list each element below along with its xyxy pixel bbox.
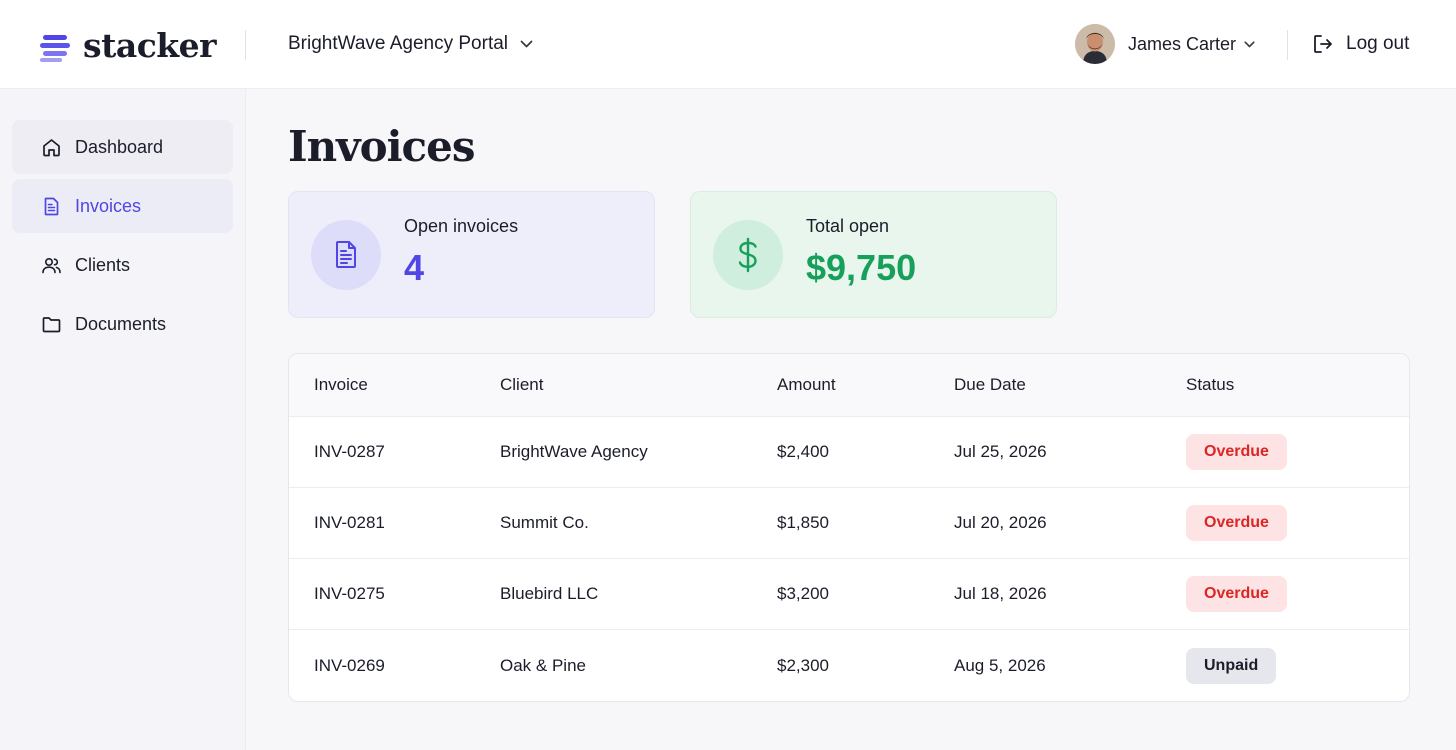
invoice-number: INV-0269 [314, 655, 385, 675]
avatar [1075, 24, 1115, 64]
client-name: Summit Co. [500, 513, 589, 532]
client-name: BrightWave Agency [500, 442, 648, 461]
due-date: Jul 25, 2026 [954, 442, 1047, 461]
invoice-number: INV-0287 [314, 442, 385, 461]
sidebar-item-invoices[interactable]: Invoices [12, 179, 233, 233]
brand-logo[interactable]: stacker [40, 26, 217, 65]
stat-value: $9,750 [806, 247, 917, 288]
status-badge: Overdue [1186, 434, 1287, 470]
due-date: Aug 5, 2026 [954, 655, 1046, 675]
column-header[interactable]: Status [1186, 375, 1235, 394]
portal-name: BrightWave Agency Portal [288, 33, 509, 54]
chevron-down-icon [520, 40, 533, 48]
status-badge: Overdue [1186, 505, 1287, 541]
status-badge: Overdue [1186, 576, 1287, 612]
sidebar-item-documents[interactable]: Documents [12, 297, 233, 351]
table-row[interactable]: INV-0275 Bluebird LLC $3,200 Jul 18, 202… [289, 559, 1409, 630]
invoice-amount: $1,850 [777, 513, 829, 532]
status-badge: Unpaid [1186, 647, 1277, 684]
logout-icon [1314, 35, 1332, 53]
stat-label: Open invoices [404, 216, 519, 236]
sidebar-item-dashboard[interactable]: Dashboard [12, 120, 233, 174]
dollar-icon [713, 219, 783, 290]
stat-value: 4 [404, 247, 425, 288]
due-date: Jul 20, 2026 [954, 513, 1047, 532]
user-menu[interactable]: James Carter [1075, 24, 1255, 64]
invoice-amount: $2,300 [777, 655, 829, 675]
sidebar-item-label: Invoices [75, 195, 142, 216]
invoice-amount: $3,200 [777, 584, 829, 603]
due-date: Jul 18, 2026 [954, 584, 1047, 603]
table-header: Invoice Client Amount Due Date Status [289, 354, 1409, 417]
column-header[interactable]: Client [500, 375, 544, 394]
invoice-number: INV-0275 [314, 584, 385, 603]
table-row[interactable]: INV-0281 Summit Co. $1,850 Jul 20, 2026 … [289, 488, 1409, 559]
sidebar-item-label: Documents [75, 313, 167, 334]
user-name: James Carter [1128, 33, 1237, 54]
invoices-table: Invoice Client Amount Due Date Status IN… [288, 353, 1410, 702]
header-divider [1287, 30, 1288, 60]
invoice-number: INV-0281 [314, 513, 385, 532]
column-header[interactable]: Due Date [954, 375, 1026, 394]
logout-button[interactable]: Log out [1312, 33, 1409, 55]
client-name: Bluebird LLC [500, 584, 599, 603]
top-bar: stacker BrightWave Agency Portal James C… [0, 0, 1456, 89]
sidebar: Dashboard Invoices Clients Documents [0, 89, 246, 750]
stat-label: Total open [806, 216, 890, 236]
total-open-card: Total open $9,750 [690, 191, 1057, 318]
column-header[interactable]: Invoice [314, 375, 368, 394]
header-divider [245, 30, 246, 60]
folder-icon [42, 316, 61, 332]
sidebar-item-label: Clients [75, 254, 131, 275]
document-icon [311, 219, 381, 290]
sidebar-item-clients[interactable]: Clients [12, 238, 233, 292]
open-invoices-card: Open invoices 4 [288, 191, 655, 318]
users-icon [42, 257, 61, 273]
brand-name: stacker [83, 26, 217, 65]
portal-switcher[interactable]: BrightWave Agency Portal [288, 33, 533, 55]
home-icon [43, 138, 60, 156]
invoice-amount: $2,400 [777, 442, 829, 461]
table-row[interactable]: INV-0287 BrightWave Agency $2,400 Jul 25… [289, 417, 1409, 488]
chevron-down-icon [1244, 40, 1255, 47]
logout-label: Log out [1346, 33, 1410, 54]
column-header[interactable]: Amount [777, 375, 836, 394]
document-icon [44, 197, 59, 215]
sidebar-item-label: Dashboard [75, 136, 164, 157]
client-name: Oak & Pine [500, 655, 586, 675]
table-row[interactable]: INV-0269 Oak & Pine $2,300 Aug 5, 2026 U… [289, 630, 1409, 701]
page-title: Invoices [288, 122, 475, 171]
stacker-logo-icon [40, 30, 70, 62]
